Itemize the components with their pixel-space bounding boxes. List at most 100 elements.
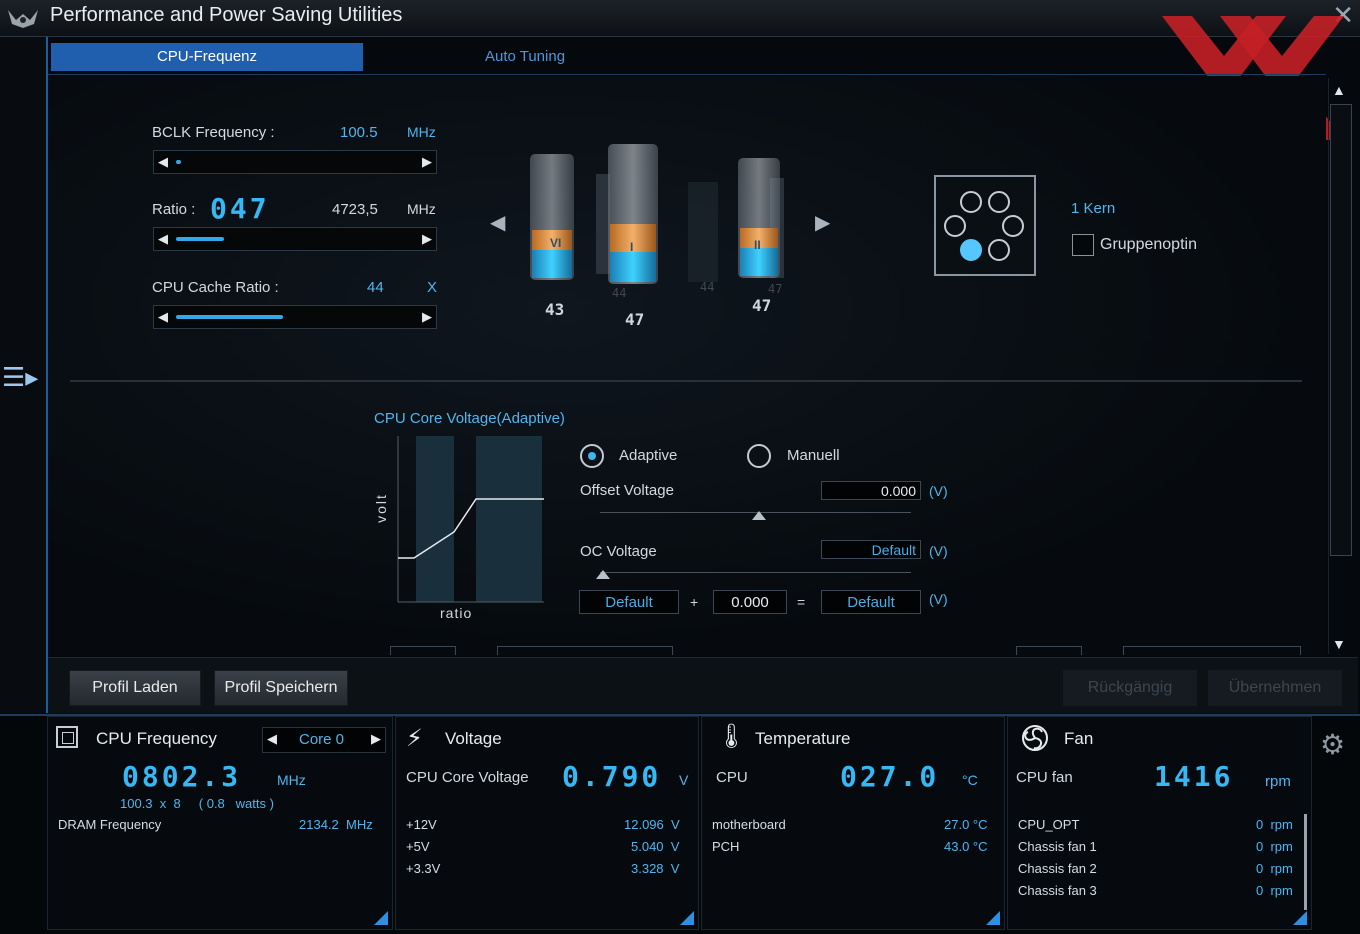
- core-dot-selected[interactable]: [960, 239, 982, 261]
- radio-selected-dot: [588, 452, 596, 460]
- cores-prev-arrow-icon[interactable]: ◀: [490, 212, 506, 234]
- settings-gear-icon[interactable]: ⚙: [1320, 729, 1346, 760]
- graph-y-label: volt: [372, 493, 389, 523]
- fan-row-value: 0 rpm: [1256, 883, 1293, 898]
- slider-right-arrow-icon[interactable]: ▶: [422, 231, 432, 246]
- temperature-panel: [701, 716, 1005, 930]
- expand-corner-icon[interactable]: [374, 911, 388, 925]
- fan-icon: [1020, 724, 1050, 756]
- equals-sign: =: [797, 594, 806, 610]
- slider-left-arrow-icon[interactable]: ◀: [158, 231, 168, 246]
- cache-ratio-value: 44: [367, 279, 384, 296]
- cpu-temp-value: 027.0: [840, 760, 940, 793]
- dram-frequency-label: DRAM Frequency: [58, 817, 162, 832]
- apply-button[interactable]: Übernehmen: [1208, 670, 1342, 706]
- plus-sign: +: [690, 594, 699, 610]
- sum-result-field[interactable]: Default: [821, 590, 921, 614]
- expand-corner-icon[interactable]: [986, 911, 1000, 925]
- ratio-value: 047: [210, 192, 270, 225]
- core-dot[interactable]: [1002, 215, 1024, 237]
- core-group-selector[interactable]: [934, 175, 1036, 276]
- cpu-temp-unit: °C: [962, 772, 978, 788]
- core-next-arrow-icon[interactable]: ▶: [371, 731, 381, 746]
- expand-corner-icon[interactable]: [1293, 911, 1307, 925]
- temperature-title: Temperature: [755, 729, 851, 748]
- left-sidebar: [0, 37, 48, 713]
- expand-corner-icon[interactable]: [680, 911, 694, 925]
- ratio-unit: MHz: [407, 201, 436, 217]
- tab-cpu-frequenz[interactable]: CPU-Frequenz: [51, 43, 363, 71]
- cache-ratio-unit: X: [427, 279, 438, 296]
- lightning-icon: ⚡: [406, 725, 423, 752]
- sum-default-field[interactable]: Default: [579, 590, 679, 614]
- cache-ratio-label: CPU Cache Ratio :: [152, 279, 279, 296]
- cylinder-marker-3: II: [754, 238, 761, 252]
- group-checkbox[interactable]: [1072, 234, 1094, 256]
- core-cylinders-graphic: [520, 140, 800, 294]
- cache-ratio-slider[interactable]: ◀ ▶: [153, 305, 437, 329]
- slider-right-arrow-icon[interactable]: ▶: [422, 154, 432, 169]
- slider-right-arrow-icon[interactable]: ▶: [422, 309, 432, 324]
- voltage-section-title: CPU Core Voltage(Adaptive): [374, 410, 565, 427]
- bclk-slider[interactable]: ◀ ▶: [153, 150, 437, 174]
- radio-manual[interactable]: [747, 444, 771, 468]
- scrollbar-thumb[interactable]: [1330, 104, 1352, 556]
- ratio-label: Ratio :: [152, 201, 196, 218]
- partial-slider: [1123, 646, 1301, 655]
- app-title: Performance and Power Saving Utilities: [50, 4, 403, 26]
- core-dot[interactable]: [960, 191, 982, 213]
- voltage-curve-graph: [396, 436, 546, 608]
- radio-adaptive[interactable]: [580, 444, 604, 468]
- core-label: 43: [545, 300, 565, 319]
- offset-voltage-input[interactable]: 0.000: [821, 481, 921, 500]
- core-label-dim: 44: [612, 286, 627, 300]
- scroll-down-arrow-icon[interactable]: ▼: [1332, 636, 1346, 652]
- fan-row-value: 0 rpm: [1256, 861, 1293, 876]
- core-prev-arrow-icon[interactable]: ◀: [267, 731, 277, 746]
- fan-row-label: Chassis fan 3: [1018, 883, 1097, 898]
- core-dot[interactable]: [944, 215, 966, 237]
- oc-voltage-input[interactable]: Default: [821, 540, 921, 559]
- fan-row-value: 0 rpm: [1256, 817, 1293, 832]
- sum-offset-field[interactable]: 0.000: [713, 590, 787, 614]
- cpu-temp-label: CPU: [716, 769, 748, 786]
- menu-expand-icon[interactable]: ☰▸: [2, 362, 39, 392]
- slider-left-arrow-icon[interactable]: ◀: [158, 309, 168, 324]
- cpu-fan-unit: rpm: [1265, 773, 1291, 790]
- voltage-row-label: +12V: [406, 817, 437, 832]
- partial-slider: [497, 646, 673, 655]
- asus-tuf-logo-icon: [6, 6, 40, 34]
- tab-divider: [48, 74, 1326, 75]
- cpu-frequency-title: CPU Frequency: [96, 729, 217, 748]
- cores-next-arrow-icon[interactable]: ▶: [815, 212, 831, 234]
- ratio-slider[interactable]: ◀ ▶: [153, 227, 437, 251]
- slider-left-arrow-icon[interactable]: ◀: [158, 154, 168, 169]
- oc-voltage-thumb[interactable]: [596, 570, 610, 579]
- voltage-row-label: +5V: [406, 839, 430, 854]
- scroll-up-arrow-icon[interactable]: ▲: [1332, 82, 1346, 98]
- core-dot[interactable]: [988, 239, 1010, 261]
- oc-voltage-track[interactable]: [600, 572, 911, 573]
- cylinder-marker-2: I: [630, 240, 634, 254]
- partial-input: [390, 646, 456, 655]
- temp-row-value: 43.0 °C: [944, 839, 988, 854]
- fan-list-scrollbar[interactable]: [1304, 814, 1307, 910]
- title-bar: [0, 0, 1360, 37]
- fan-title: Fan: [1064, 729, 1094, 748]
- voltage-title: Voltage: [445, 729, 502, 748]
- temp-row-label: PCH: [712, 839, 740, 854]
- core-select[interactable]: ◀ Core 0 ▶: [262, 727, 386, 753]
- core-label-dim: 47: [768, 282, 783, 296]
- tab-auto-tuning[interactable]: Auto Tuning: [484, 48, 566, 65]
- profile-save-button[interactable]: Profil Speichern: [214, 670, 348, 706]
- core-select-value: Core 0: [299, 731, 345, 748]
- voltage-row-value: 5.040 V: [631, 839, 680, 854]
- cpu-core-voltage-label: CPU Core Voltage: [406, 769, 529, 786]
- offset-voltage-thumb[interactable]: [752, 511, 766, 520]
- vertical-scrollbar[interactable]: [1328, 78, 1355, 654]
- core-dot[interactable]: [988, 191, 1010, 213]
- profile-load-button[interactable]: Profil Laden: [69, 670, 201, 706]
- section-divider: [70, 380, 1302, 382]
- radio-adaptive-label: Adaptive: [619, 447, 678, 464]
- undo-button[interactable]: Rückgängig: [1063, 670, 1197, 706]
